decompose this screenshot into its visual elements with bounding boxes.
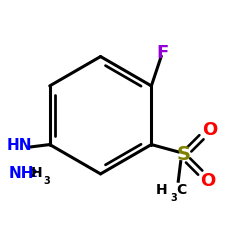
Text: C: C (176, 183, 186, 197)
Text: H: H (156, 183, 167, 197)
Text: 2: 2 (29, 169, 36, 179)
Text: 3: 3 (170, 193, 177, 203)
Text: H: H (31, 166, 42, 180)
Text: 3: 3 (44, 176, 51, 186)
Text: HN: HN (6, 138, 32, 153)
Text: O: O (202, 121, 218, 139)
Text: S: S (176, 145, 190, 164)
Text: O: O (200, 172, 215, 190)
Text: NH: NH (9, 166, 34, 182)
Text: F: F (156, 44, 168, 62)
